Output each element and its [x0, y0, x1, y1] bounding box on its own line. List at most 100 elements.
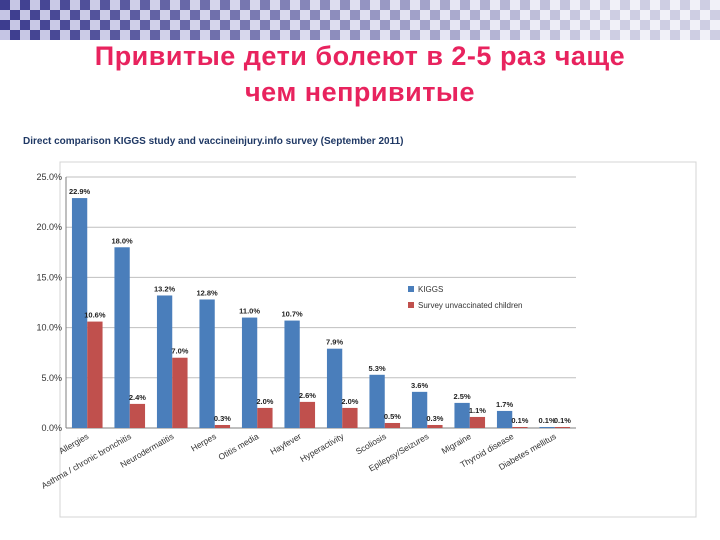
chart-title: Direct comparison KIGGS study and vaccin… — [23, 136, 404, 147]
checker-square — [160, 0, 170, 10]
checker-square — [510, 0, 520, 10]
checker-square — [130, 20, 140, 30]
checker-square — [180, 0, 190, 10]
survey-bar — [300, 402, 315, 428]
checker-square — [310, 20, 320, 30]
kiggs-data-label: 3.6% — [411, 381, 428, 390]
checker-square — [640, 20, 650, 30]
checker-square — [350, 10, 360, 20]
checker-square — [70, 0, 80, 10]
survey-bar — [427, 425, 442, 428]
kiggs-bar — [157, 295, 172, 428]
checker-square — [620, 20, 630, 30]
checker-square — [150, 0, 160, 10]
checker-square — [50, 10, 60, 20]
checker-square — [480, 20, 490, 30]
checker-square — [490, 0, 500, 10]
checker-square — [270, 10, 280, 20]
checker-square — [650, 0, 660, 10]
checker-square — [490, 10, 500, 20]
checker-square — [580, 20, 590, 30]
checker-square — [10, 30, 20, 40]
checker-square — [250, 20, 260, 30]
checker-square — [670, 10, 680, 20]
kiggs-bar — [539, 427, 554, 428]
survey-bar — [385, 423, 400, 428]
survey-bar — [172, 358, 187, 428]
checker-square — [590, 10, 600, 20]
kiggs-bar — [454, 403, 469, 428]
survey-data-label: 2.0% — [341, 397, 358, 406]
checker-square — [100, 0, 110, 10]
checker-square — [110, 0, 120, 10]
checker-square — [570, 20, 580, 30]
checker-square — [480, 0, 490, 10]
checker-square — [100, 20, 110, 30]
kiggs-bar — [369, 375, 384, 428]
kiggs-bar — [114, 247, 129, 428]
checker-square — [450, 20, 460, 30]
checker-square — [260, 20, 270, 30]
checker-square — [130, 10, 140, 20]
checker-square — [550, 20, 560, 30]
checker-square — [640, 0, 650, 10]
checker-square — [80, 0, 90, 10]
checker-square — [580, 10, 590, 20]
checker-square — [120, 10, 130, 20]
checker-square — [280, 20, 290, 30]
checker-square — [580, 0, 590, 10]
checker-square — [630, 10, 640, 20]
checker-square — [140, 10, 150, 20]
checker-square — [70, 10, 80, 20]
checker-square — [150, 10, 160, 20]
checker-square — [610, 20, 620, 30]
checker-square — [260, 0, 270, 10]
checker-square — [370, 10, 380, 20]
checker-square — [290, 10, 300, 20]
checker-square — [250, 0, 260, 10]
checker-square — [670, 0, 680, 10]
checker-square — [460, 10, 470, 20]
checker-square — [610, 0, 620, 10]
checker-square — [220, 0, 230, 10]
checker-square — [380, 20, 390, 30]
checker-square — [60, 0, 70, 10]
slide-title-line-1: Привитые дети болеют в 2-5 раз чаще — [20, 38, 700, 74]
survey-bar — [555, 427, 570, 428]
checker-square — [10, 10, 20, 20]
checker-square — [0, 30, 10, 40]
checker-square — [680, 0, 690, 10]
checker-square — [700, 10, 710, 20]
checker-square — [60, 10, 70, 20]
checker-square — [600, 10, 610, 20]
kiggs-bar — [199, 299, 214, 428]
survey-data-label: 0.1% — [511, 416, 528, 425]
y-tick-label: 15.0% — [36, 272, 62, 282]
y-tick-label: 20.0% — [36, 222, 62, 232]
survey-data-label: 0.1% — [554, 416, 571, 425]
kiggs-data-label: 12.8% — [196, 288, 218, 297]
checker-square — [470, 0, 480, 10]
checker-square — [20, 10, 30, 20]
checker-square — [370, 0, 380, 10]
checker-square — [360, 20, 370, 30]
kiggs-bar — [412, 392, 427, 428]
checker-square — [680, 10, 690, 20]
checker-square — [340, 20, 350, 30]
checker-square — [290, 0, 300, 10]
checker-square — [650, 10, 660, 20]
checker-square — [470, 20, 480, 30]
checker-square — [670, 20, 680, 30]
checker-square — [380, 0, 390, 10]
checker-square — [320, 10, 330, 20]
checker-square — [530, 0, 540, 10]
checker-square — [40, 20, 50, 30]
checker-square — [50, 0, 60, 10]
checker-square — [400, 0, 410, 10]
checker-square — [0, 20, 10, 30]
checker-square — [440, 10, 450, 20]
checker-square — [40, 0, 50, 10]
checker-square — [160, 20, 170, 30]
checker-square — [410, 0, 420, 10]
checker-square — [240, 0, 250, 10]
